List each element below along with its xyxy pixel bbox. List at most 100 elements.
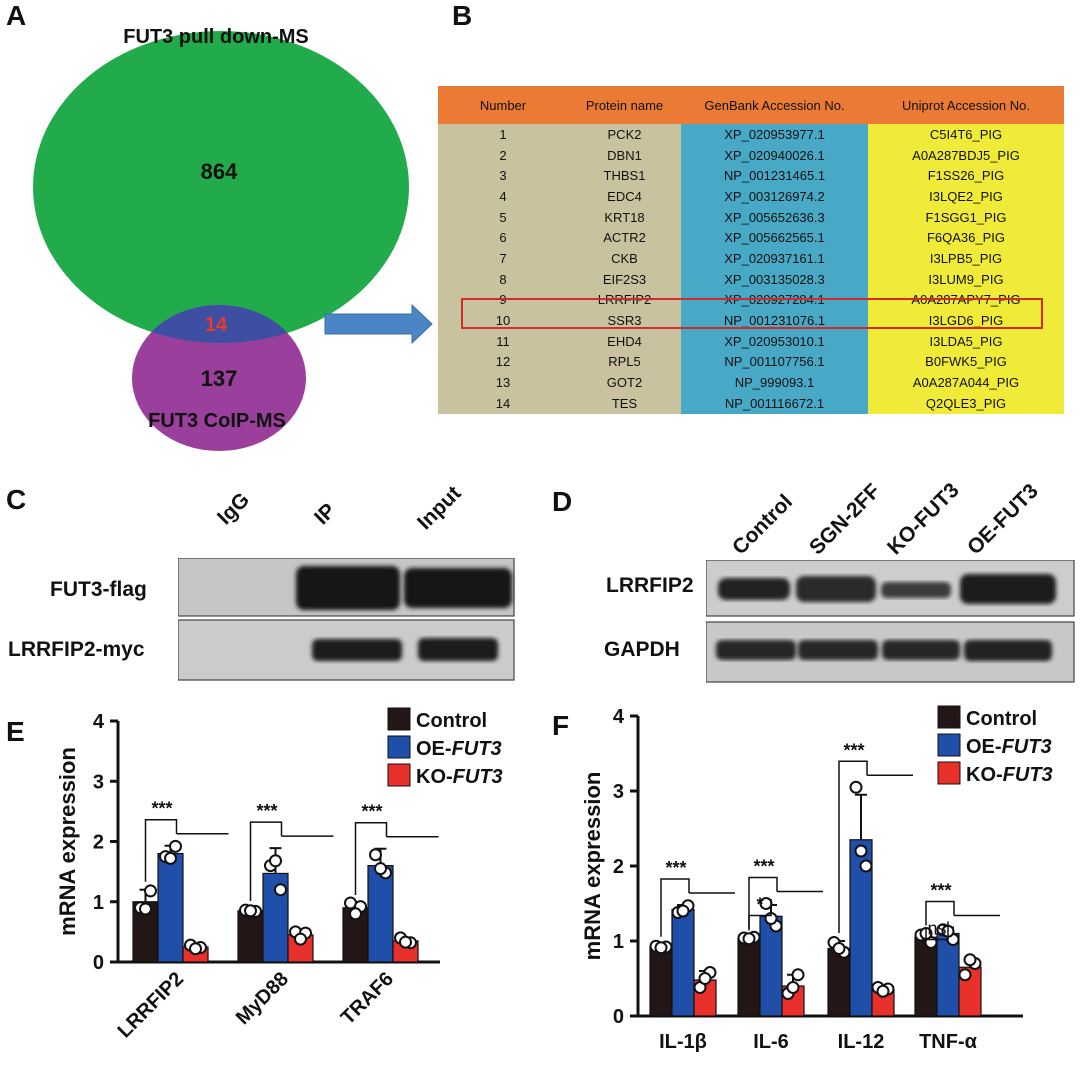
table-cell-protein: EDC4 — [568, 186, 681, 207]
table-cell-genbank: XP_003135028.3 — [681, 268, 868, 290]
table-cell-genbank: XP_020953010.1 — [681, 330, 868, 352]
bar — [367, 865, 394, 963]
venn-set1-circle — [33, 31, 409, 343]
table-cell-number: 10 — [438, 310, 568, 331]
data-point — [654, 941, 668, 955]
table-cell-protein: EHD4 — [568, 330, 681, 352]
arrow-icon — [324, 303, 433, 345]
table-cell-genbank: NP_001231076.1 — [681, 310, 868, 331]
bar — [936, 932, 960, 1017]
table-cell-uniprot: C5I4T6_PIG — [868, 124, 1064, 145]
table-cell-protein: ACTR2 — [568, 227, 681, 249]
legend-swatch — [387, 763, 411, 787]
table-row: 7 CKB XP_020937161.1 I3LPB5_PIG — [438, 248, 1064, 269]
significance-bracket — [660, 878, 690, 937]
table-cell-number: 3 — [438, 165, 568, 187]
table-cell-protein: SSR3 — [568, 310, 681, 331]
blot-c-lane-input: Input — [413, 481, 466, 535]
blot-c-row-lrrfip2-myc: LRRFIP2-myc — [8, 638, 145, 661]
significance-bracket — [748, 876, 778, 929]
table-cell-uniprot: I3LQE2_PIG — [868, 186, 1064, 207]
legend-label: Control — [416, 710, 487, 732]
data-point — [139, 902, 152, 916]
data-point — [349, 907, 362, 921]
significance-bracket — [144, 818, 178, 882]
y-axis-label: mRNA expression — [55, 747, 80, 936]
table-cell-uniprot: F6QA36_PIG — [868, 227, 1064, 249]
table-row: 13 GOT2 NP_999093.1 A0A287A044_PIG — [438, 372, 1064, 393]
table-cell-number: 6 — [438, 227, 568, 249]
chart-e: 0 1 2 3 4 mRNA expression LRRFIP2 *** MyD88 *** TR… — [55, 707, 503, 1042]
legend-swatch — [937, 761, 961, 785]
legend-label-text: Control — [416, 710, 487, 732]
significance-mark: *** — [753, 857, 774, 877]
legend-label: KO-FUT3 — [966, 764, 1053, 786]
table-header-number: Number — [438, 86, 568, 124]
panel-label-f: F — [552, 710, 570, 741]
data-point — [369, 848, 382, 862]
blot-d-lane-kofut3: KO-FUT3 — [883, 478, 964, 560]
significance-mark: *** — [665, 858, 686, 878]
table-cell-number: 13 — [438, 372, 568, 393]
significance-mark: *** — [256, 801, 277, 821]
blot-d-lane-sgn2ff: SGN-2FF — [805, 479, 885, 560]
band-ip-fut3 — [296, 566, 400, 610]
legend-label: OE-FUT3 — [416, 738, 502, 760]
table-cell-number: 14 — [438, 392, 568, 414]
data-point — [786, 981, 800, 994]
band-kofut3-lrrfip2 — [881, 582, 951, 598]
table-cell-number: 12 — [438, 351, 568, 373]
venn-overlap-count: 14 — [205, 314, 228, 336]
table-row: 10 SSR3 NP_001231076.1 I3LGD6_PIG — [438, 310, 1064, 331]
legend-label-text: OE- — [966, 736, 1002, 758]
table-cell-number: 11 — [438, 330, 568, 352]
panel-label-b: B — [452, 0, 473, 31]
blot-c-lane-igg: IgG — [213, 488, 255, 530]
legend-label-text: OE- — [416, 738, 452, 760]
data-point — [274, 883, 287, 897]
bar — [649, 946, 673, 1017]
legend-label-gene: FUT3 — [1002, 736, 1052, 758]
table-cell-genbank: NP_001107756.1 — [681, 351, 868, 373]
legend-label-text: KO- — [966, 764, 1003, 786]
table-row: 11 EHD4 XP_020953010.1 I3LDA5_PIG — [438, 330, 1064, 352]
venn-set2-label: FUT3 CoIP-MS — [148, 410, 286, 432]
panel-label-c: C — [6, 484, 27, 515]
y-axis-label: mRNA expression — [580, 772, 605, 961]
band-control-gapdh — [716, 640, 796, 660]
y-tick-label: 1 — [613, 931, 624, 953]
table-cell-genbank: XP_005662565.1 — [681, 227, 868, 249]
significance-mark-inner: * — [756, 895, 763, 915]
panel-label-d: D — [552, 486, 573, 517]
venn-diagram: FUT3 pull down-MS 864 14 137 FUT3 CoIP-M… — [33, 26, 409, 451]
data-point — [876, 984, 890, 998]
table-row: 14 TES NP_001116672.1 Q2QLE3_PIG — [438, 392, 1064, 414]
table-row: 4 EDC4 XP_003126974.2 I3LQE2_PIG — [438, 186, 1064, 207]
table-cell-protein: CKB — [568, 248, 681, 269]
table-cell-uniprot: A0A287A044_PIG — [868, 372, 1064, 393]
band-sgn2ff-lrrfip2 — [796, 576, 876, 602]
table-cell-uniprot: I3LPB5_PIG — [868, 248, 1064, 269]
significance-bracket-inner — [748, 899, 772, 931]
table-cell-genbank: XP_003126974.2 — [681, 186, 868, 207]
accession-table-wrap: Number Protein name GenBank Accession No… — [438, 86, 1064, 414]
legend-label-gene: FUT3 — [1003, 764, 1053, 786]
significance-bracket — [925, 900, 955, 926]
category-label: MyD88 — [232, 968, 293, 1029]
band-input-fut3 — [404, 568, 512, 608]
band-oefut3-lrrfip2 — [960, 574, 1056, 604]
significance-bracket — [249, 821, 283, 901]
significance-mark: *** — [930, 881, 951, 901]
y-tick-label: 2 — [93, 832, 104, 854]
band-input-lrrfip2 — [418, 638, 498, 661]
blot-d-lane-control: Control — [728, 490, 798, 560]
significance-mark: *** — [151, 799, 172, 819]
table-cell-genbank: XP_020940026.1 — [681, 144, 868, 166]
highlight-box-row-9 — [461, 298, 1043, 329]
venn-only-set1-count: 864 — [201, 159, 238, 184]
table-header-genbank: GenBank Accession No. — [681, 86, 868, 124]
category-label: TNF-α — [919, 1031, 978, 1053]
bar — [671, 908, 695, 1017]
table-row: 3 THBS1 NP_001231465.1 F1SS26_PIG — [438, 165, 1064, 187]
